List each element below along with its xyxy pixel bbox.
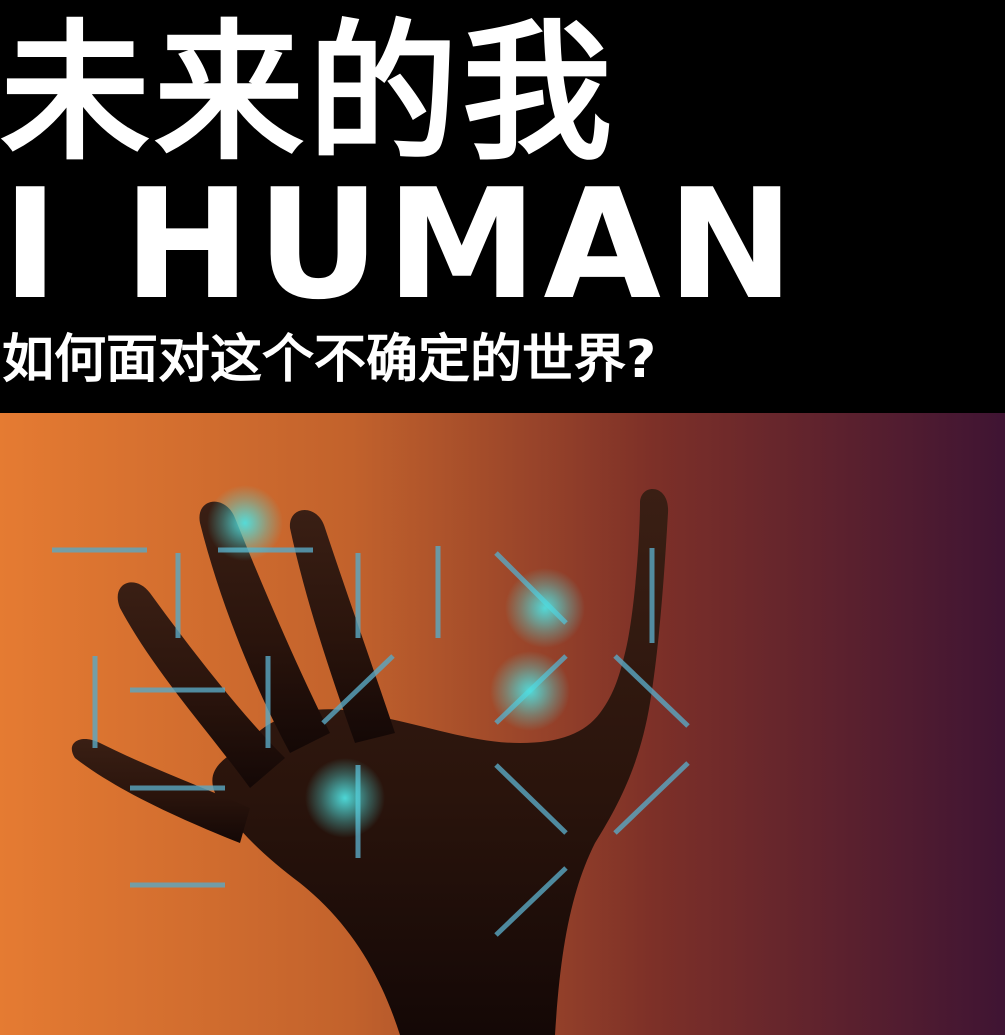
subtitle: 如何面对这个不确定的世界? [2,330,657,390]
title-english: I HUMAN [2,156,801,333]
title-chinese: 未来的我 [0,7,617,181]
hand-icon [71,489,669,1035]
glow-effects [207,485,585,838]
poster-header: 未来的我 I HUMAN 如何面对这个不确定的世界? [0,0,1005,413]
hand-illustration [0,413,1005,1035]
hand-artwork [0,413,1005,1035]
